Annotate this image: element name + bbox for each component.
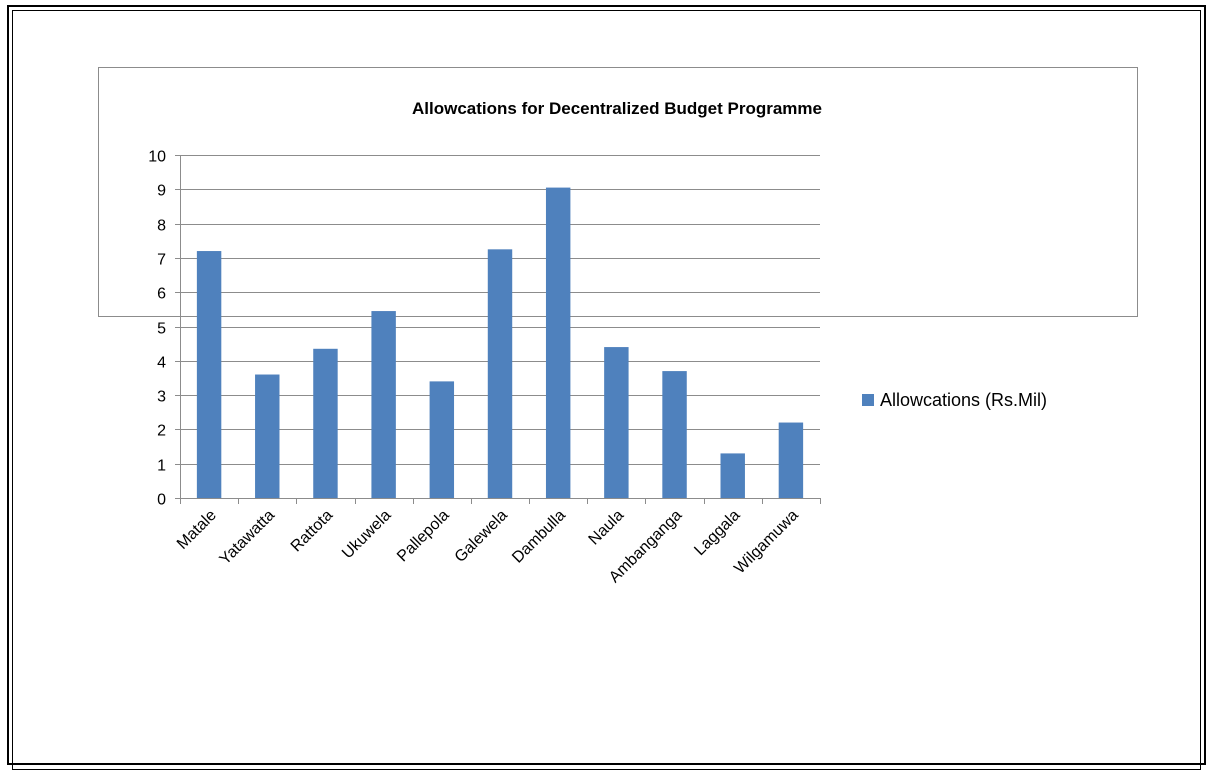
- chart-container: [98, 67, 1138, 317]
- legend-swatch: [862, 394, 874, 406]
- bar-dambulla: [545, 187, 571, 498]
- y-tick-label: 10: [148, 149, 166, 166]
- document-page: Allowcations for Decentralized Budget Pr…: [7, 5, 1206, 770]
- y-tick-label: 8: [157, 218, 166, 235]
- legend-label: Allowcations (Rs.Mil): [880, 390, 1047, 410]
- y-tick-label: 2: [157, 423, 166, 440]
- bars: [196, 187, 804, 498]
- chart-title: Allowcations for Decentralized Budget Pr…: [412, 99, 822, 118]
- x-category-label: Matale: [174, 507, 220, 553]
- x-category-label: Galewela: [452, 507, 511, 566]
- bar-ukuwela: [371, 311, 396, 498]
- bar-yatawatta: [255, 374, 280, 498]
- bar-pallepola: [429, 381, 455, 498]
- y-tick-labels: 0 1 2 3 4 5 6 7 8 9 10: [148, 149, 166, 509]
- y-tick-label: 5: [157, 321, 166, 338]
- bar-matale: [196, 251, 222, 498]
- bar-galewela: [487, 249, 513, 498]
- x-category-label: Dambulla: [509, 507, 569, 567]
- y-tick-label: 9: [157, 183, 166, 200]
- y-tick-label: 1: [157, 458, 166, 475]
- bar-wilgamuwa: [778, 422, 804, 498]
- y-tick-label: 6: [157, 286, 166, 303]
- axes: [175, 155, 821, 504]
- x-category-label: Pallepola: [394, 507, 453, 566]
- x-category-label: Laggala: [691, 507, 743, 559]
- y-tick-label: 7: [157, 252, 166, 269]
- x-category-label: Yatawatta: [217, 507, 279, 569]
- bar-chart: Allowcations for Decentralized Budget Pr…: [98, 67, 1138, 586]
- x-category-label: Naula: [586, 507, 628, 549]
- legend: Allowcations (Rs.Mil): [862, 390, 1047, 410]
- x-category-label: Ukuwela: [339, 507, 394, 562]
- x-category-label: Rattota: [288, 507, 337, 556]
- y-tick-label: 3: [157, 389, 166, 406]
- bar-laggala: [720, 453, 745, 498]
- chart-area-border: [98, 67, 1138, 317]
- bar-rattota: [313, 348, 338, 498]
- bar-ambanganga: [662, 371, 687, 498]
- bar-naula: [604, 347, 629, 498]
- y-tick-label: 4: [157, 355, 166, 372]
- y-tick-label: 0: [157, 492, 166, 509]
